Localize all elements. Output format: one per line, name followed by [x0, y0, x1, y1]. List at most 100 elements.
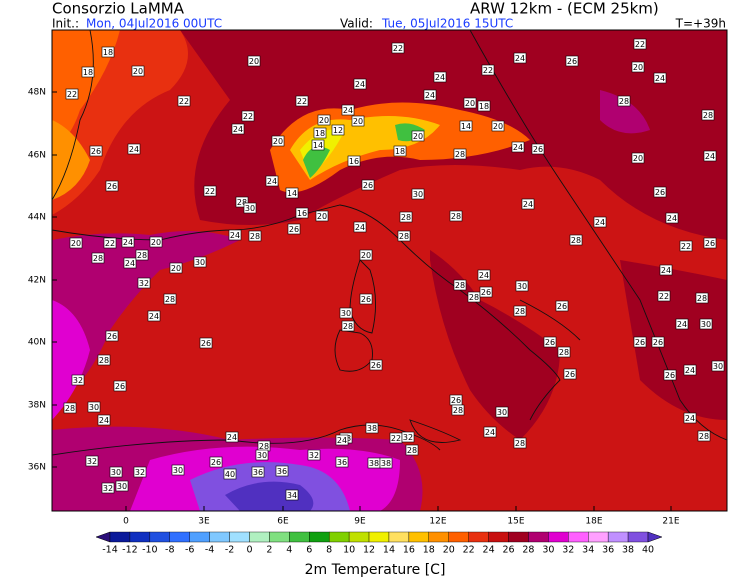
station-box: [199, 337, 213, 349]
station-box: [513, 305, 527, 317]
lon-label: 15E: [507, 517, 524, 527]
colorbar-bin: [607, 531, 629, 543]
station-box: [287, 223, 301, 235]
colorbar-label: 20: [443, 545, 455, 556]
station-box: [251, 466, 265, 478]
station-value: 26: [91, 147, 101, 156]
station-value: 28: [399, 232, 409, 241]
station-value: 30: [111, 468, 121, 477]
colorbar-label: 12: [363, 545, 375, 556]
station-box: [101, 46, 115, 58]
station-box: [63, 402, 77, 414]
station-value: 22: [297, 97, 307, 106]
station-value: 32: [139, 279, 149, 288]
station-value: 28: [407, 446, 417, 455]
station-value: 26: [115, 382, 125, 391]
station-box: [71, 374, 85, 386]
station-value: 26: [201, 339, 211, 348]
station-value: 34: [287, 491, 297, 500]
station-value: 24: [479, 271, 489, 280]
station-value: 24: [355, 223, 365, 232]
station-value: 28: [515, 307, 525, 316]
lon-label: 0: [123, 517, 129, 527]
station-box: [479, 286, 493, 298]
station-value: 24: [355, 80, 365, 89]
station-value: 22: [635, 40, 645, 49]
station-value: 24: [685, 414, 695, 423]
station-box: [335, 456, 349, 468]
colorbar-label: 10: [343, 545, 355, 556]
station-value: 24: [515, 54, 525, 63]
colorbar-bin: [627, 531, 649, 543]
lon-label: 6E: [277, 517, 289, 527]
station-value: 24: [149, 312, 159, 321]
station-value: 20: [353, 117, 363, 126]
station-box: [147, 310, 161, 322]
colorbar-bin: [328, 531, 350, 543]
station-value: 14: [461, 122, 471, 131]
station-box: [657, 290, 671, 302]
station-box: [131, 65, 145, 77]
station-value: 30: [497, 408, 507, 417]
lon-label: 12E: [429, 517, 446, 527]
station-value: 24: [661, 266, 671, 275]
colorbar-label: 30: [542, 545, 554, 556]
station-value: 28: [250, 232, 260, 241]
colorbar-bin: [289, 531, 310, 543]
colorbar-label: -2: [225, 545, 234, 556]
station-box: [109, 466, 123, 478]
station-box: [683, 364, 697, 376]
colorbar-label: 26: [502, 545, 514, 556]
station-value: 26: [665, 371, 675, 380]
station-value: 22: [67, 90, 77, 99]
colorbar-label: -6: [185, 545, 194, 556]
station-box: [557, 346, 571, 358]
station-value: 22: [105, 239, 115, 248]
station-value: 24: [435, 73, 445, 82]
station-box: [285, 187, 299, 199]
station-box: [633, 38, 647, 50]
station-value: 28: [137, 251, 147, 260]
station-box: [243, 202, 257, 214]
station-value: 20: [171, 264, 181, 273]
station-box: [307, 449, 321, 461]
station-box: [453, 279, 467, 291]
colorbar-bin: [588, 531, 609, 543]
station-box: [401, 431, 415, 443]
station-box: [631, 61, 645, 73]
station-box: [703, 150, 717, 162]
station-box: [399, 211, 413, 223]
station-value: 26: [361, 295, 371, 304]
station-value: 28: [699, 432, 709, 441]
station-box: [397, 230, 411, 242]
station-box: [701, 109, 715, 121]
station-box: [313, 127, 327, 139]
station-box: [235, 196, 249, 208]
lat-label: 42N: [28, 276, 46, 286]
station-box: [123, 257, 137, 269]
colorbar-bin: [488, 531, 509, 543]
station-box: [631, 152, 645, 164]
station-box: [113, 380, 127, 392]
station-value: 28: [65, 404, 75, 413]
station-box: [405, 444, 419, 456]
station-box: [105, 330, 119, 342]
station-value: 28: [571, 236, 581, 245]
station-value: 18: [103, 48, 113, 57]
colorbar-label: -8: [165, 545, 174, 556]
station-value: 12: [333, 126, 343, 135]
station-box: [483, 426, 497, 438]
station-value: 30: [245, 204, 255, 213]
station-box: [339, 307, 353, 319]
station-box: [433, 71, 447, 83]
station-value: 22: [483, 66, 493, 75]
station-value: 26: [545, 338, 555, 347]
station-value: 24: [123, 238, 133, 247]
colorbar-label: 0: [246, 545, 252, 556]
station-box: [69, 237, 83, 249]
station-value: 38: [367, 424, 377, 433]
station-value: 24: [233, 125, 243, 134]
station-value: 24: [523, 200, 533, 209]
station-box: [241, 110, 255, 122]
colorbar-label: 6: [306, 545, 312, 556]
